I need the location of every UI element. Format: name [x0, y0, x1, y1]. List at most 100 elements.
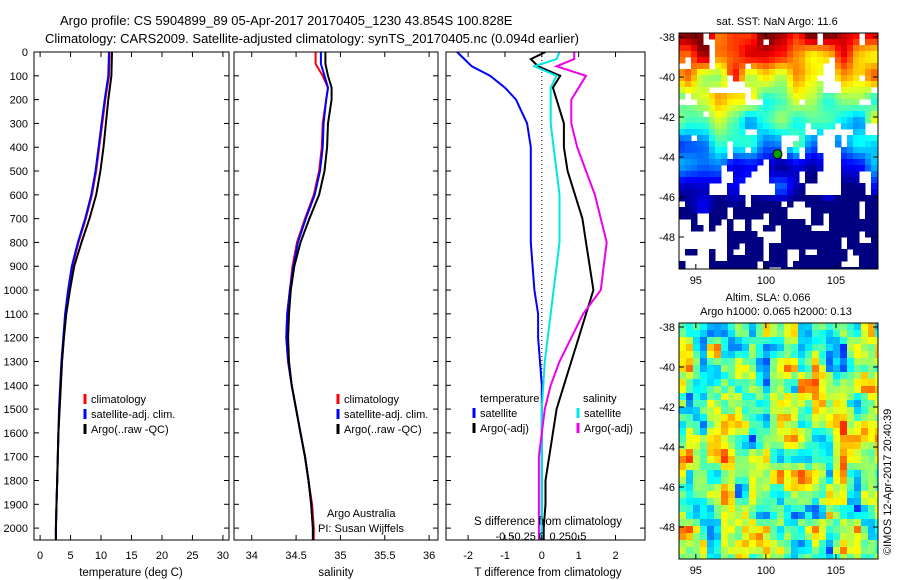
- sla-map-cell: [756, 323, 764, 331]
- sst-map-cell: [763, 57, 770, 64]
- sla-map-cell: [826, 463, 834, 471]
- sla-map-cell: [770, 323, 778, 331]
- sst-map-cell: [793, 63, 800, 70]
- sst-map-cell: [781, 105, 788, 112]
- sla-map-cell: [791, 519, 799, 527]
- sla-map-cell: [749, 442, 757, 450]
- sla-map-cell: [861, 414, 869, 422]
- sst-map-cell: [697, 135, 704, 142]
- sla-map-cell: [777, 442, 785, 450]
- sst-map-cell: [865, 231, 872, 238]
- sla-map-cell: [700, 365, 708, 373]
- sla-map-cell: [854, 400, 862, 408]
- sla-map-cell: [833, 372, 841, 380]
- sst-map-cell: [739, 69, 746, 76]
- sst-map-cell: [715, 93, 722, 100]
- sst-map-cell: [793, 45, 800, 52]
- sst-map-cell: [727, 33, 734, 40]
- sla-map-cell: [875, 498, 878, 506]
- sla-map-cell: [693, 365, 701, 373]
- sst-map-cell: [835, 219, 842, 226]
- sla-map-cell: [728, 330, 736, 338]
- sla-map-cell: [854, 484, 862, 492]
- sla-map-cell: [693, 463, 701, 471]
- sst-map-cell: [865, 135, 872, 142]
- sla-map-cell: [819, 400, 827, 408]
- sst-map-cell: [823, 33, 830, 40]
- sla-map-cell: [854, 428, 862, 436]
- sla-map-cell: [868, 372, 876, 380]
- sst-map-cell: [799, 117, 806, 124]
- sla-map-cell: [714, 344, 722, 352]
- sst-map-cell: [853, 159, 860, 166]
- sst-map-cell: [751, 93, 758, 100]
- sla-map-cell: [784, 484, 792, 492]
- sst-map-cell: [841, 195, 848, 202]
- sst-map-cell: [811, 255, 818, 262]
- sst-map-cell: [775, 135, 782, 142]
- sla-map-cell: [742, 442, 750, 450]
- sst-map-cell: [721, 147, 728, 154]
- sla-map-cell: [686, 435, 694, 443]
- sst-map-cell: [679, 165, 686, 172]
- sst-map-cell: [835, 231, 842, 238]
- sla-map-cell: [812, 512, 820, 520]
- sla-map-cell: [728, 463, 736, 471]
- sst-map-cell: [685, 213, 692, 220]
- sla-map-cell: [847, 365, 855, 373]
- sst-map-cell: [703, 81, 710, 88]
- sla-map-cell: [840, 351, 848, 359]
- sst-map-cell: [817, 207, 824, 214]
- sla-map-cell: [875, 379, 878, 387]
- sla-map-cell: [679, 470, 687, 478]
- sst-map-cell: [769, 153, 776, 160]
- sst-map-cell: [709, 255, 716, 262]
- sla-map-cell: [749, 414, 757, 422]
- sst-map-cell: [853, 135, 860, 142]
- sst-map-cell: [739, 177, 746, 184]
- sst-map-cell: [841, 51, 848, 58]
- sla-map-cell: [735, 400, 743, 408]
- sla-map-cell: [686, 386, 694, 394]
- sla-map-cell: [686, 449, 694, 457]
- sla-map-cell: [784, 449, 792, 457]
- sst-map-cell: [871, 249, 878, 256]
- sst-map-cell: [697, 225, 704, 232]
- sst-map-cell: [817, 231, 824, 238]
- sst-map-cell: [691, 213, 698, 220]
- sla-map-cell: [763, 379, 771, 387]
- sst-map-cell: [751, 207, 758, 214]
- sla-map-cell: [854, 540, 862, 548]
- sst-map-cell: [763, 207, 770, 214]
- sla-map-cell: [812, 358, 820, 366]
- sla-map-cell: [756, 470, 764, 478]
- sla-map-cell: [693, 498, 701, 506]
- sst-map-cell: [799, 39, 806, 46]
- sst-map-cell: [733, 111, 740, 118]
- sst-map-cell: [769, 81, 776, 88]
- sla-map-cell: [798, 484, 806, 492]
- sst-map-cell: [841, 45, 848, 52]
- sla-map-cell: [721, 400, 729, 408]
- sst-map-cell: [679, 117, 686, 124]
- sst-map-cell: [769, 177, 776, 184]
- sla-map-cell: [735, 372, 743, 380]
- sst-map-cell: [721, 33, 728, 40]
- depth-tick-label: 1400: [4, 380, 28, 392]
- sst-map-cell: [805, 225, 812, 232]
- sla-map-cell: [742, 491, 750, 499]
- sst-map-cell: [715, 129, 722, 136]
- sla-title-line-2: Argo h1000: 0.065 h2000: 0.13: [700, 306, 852, 318]
- sst-map-cell: [715, 207, 722, 214]
- sla-map-cell: [805, 519, 813, 527]
- sla-map-cell: [812, 393, 820, 401]
- sla-map-cell: [875, 463, 878, 471]
- sst-map-lat-tick-label: -42: [659, 112, 675, 124]
- sst-map-cell: [721, 201, 728, 208]
- sst-map-cell: [757, 201, 764, 208]
- sst-map-cell: [871, 39, 878, 46]
- salinity-x-tick-label: 35: [334, 550, 346, 562]
- sla-map-cell: [805, 554, 813, 559]
- sla-map-cell: [707, 407, 715, 415]
- sla-map-cell: [763, 526, 771, 534]
